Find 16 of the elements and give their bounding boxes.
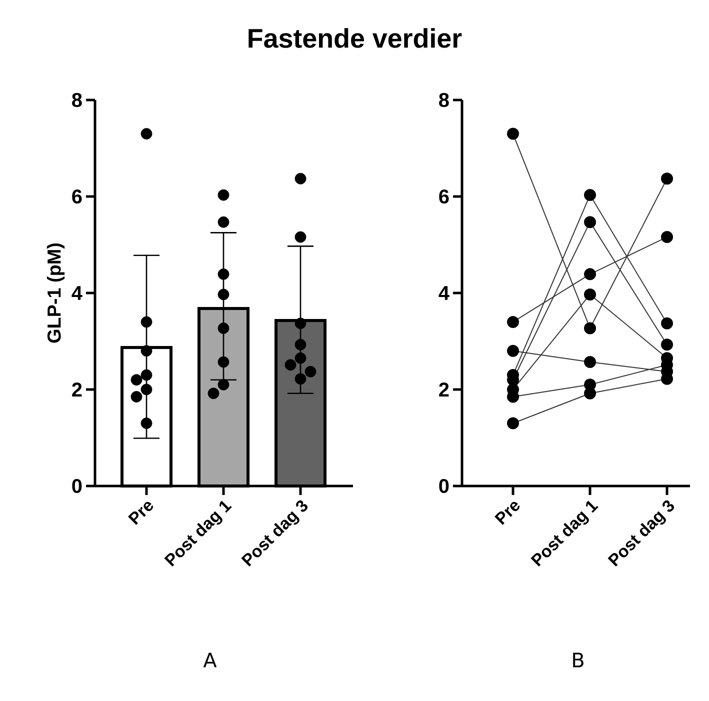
y-tick-label: 4 <box>438 286 450 300</box>
x-axis-title: B <box>573 652 584 668</box>
x-tick-label: Pre <box>494 502 520 525</box>
x-tick-label: Pre <box>128 502 153 525</box>
y-tick-label: 2 <box>439 382 449 396</box>
y-tick-label: 2 <box>72 382 82 396</box>
x-axis-title: A <box>203 652 217 668</box>
y-tick-label: 0 <box>72 478 82 494</box>
y-tick-label: 6 <box>72 189 82 204</box>
y-tick-label: 8 <box>439 92 449 108</box>
y-tick-label: 6 <box>439 189 449 204</box>
y-tick-label: 0 <box>439 478 449 494</box>
y-tick-label: 8 <box>72 92 82 108</box>
y-axis-title: GLP-1 (pM) <box>46 243 65 343</box>
y-tick-label: 4 <box>72 286 82 300</box>
chart-title: Fastende verdier <box>248 28 462 48</box>
